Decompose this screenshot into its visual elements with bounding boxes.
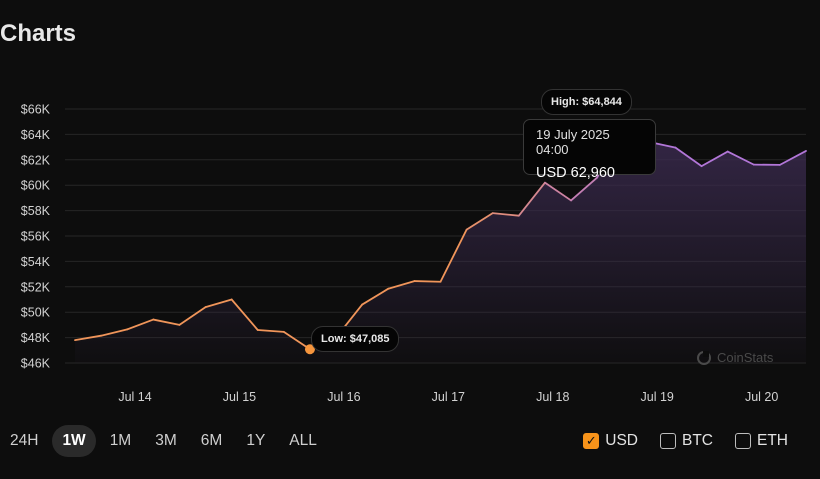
x-axis: Jul 14 Jul 15 Jul 16 Jul 17 Jul 18 Jul 19 Jul … (118, 390, 778, 404)
series-line-segment (74, 334, 103, 342)
series-line-segment (126, 318, 155, 331)
y-tick-label: $58K (21, 204, 51, 218)
y-tick-label: $52K (21, 280, 51, 294)
series-line-segment (230, 298, 259, 331)
x-tick-label: Jul 15 (223, 390, 256, 404)
checkbox-btc[interactable] (660, 433, 676, 449)
y-tick-label: $48K (21, 331, 51, 345)
tooltip-date: 19 July 2025 04:00 (536, 127, 610, 157)
time-range-selector: 24H 1W 1M 3M 6M 1Y ALL (0, 425, 331, 457)
series-line-segment (361, 287, 390, 306)
y-tick-label: $50K (21, 306, 51, 320)
currency-selector: ✓ USD BTC ETH (561, 425, 788, 457)
series-line-segment (100, 328, 129, 337)
checkbox-usd[interactable]: ✓ (583, 433, 600, 449)
y-axis: $46K $48K $50K $52K $54K $56K $58K $60K $62K $64K… (21, 103, 51, 371)
currency-btc-label: BTC (682, 432, 713, 449)
range-3m[interactable]: 3M (155, 432, 177, 449)
y-tick-label: $60K (21, 179, 51, 193)
range-6m[interactable]: 6M (200, 432, 223, 449)
coinstats-watermark: CoinStats (697, 350, 773, 365)
series-line-segment (439, 228, 468, 283)
tooltip-value: USD 62,960 (536, 165, 615, 181)
series-line-segment (387, 280, 416, 290)
series-line-segment (778, 150, 807, 166)
x-tick-label: Jul 16 (327, 390, 360, 404)
series-line-segment (491, 212, 520, 217)
series-line-segment (465, 212, 494, 231)
series-line-segment (178, 306, 207, 326)
series-line-segment (544, 181, 572, 202)
high-price-label: High: $64,844 (541, 89, 632, 115)
watermark-text: CoinStats (717, 350, 774, 365)
series-line-segment (726, 150, 755, 166)
range-1y[interactable]: 1Y (246, 432, 266, 449)
series-line-segment (570, 176, 599, 202)
y-tick-label: $62K (21, 153, 51, 167)
y-tick-label: $46K (21, 357, 51, 371)
x-tick-label: Jul 18 (536, 390, 569, 404)
series-line-segment (674, 146, 703, 168)
currency-eth[interactable]: ETH (735, 425, 788, 457)
currency-eth-label: ETH (757, 432, 788, 449)
x-tick-label: Jul 14 (118, 390, 151, 404)
coinstats-logo-icon (697, 350, 711, 365)
series-line-segment (204, 298, 233, 309)
hover-tooltip: 19 July 2025 04:00 USD 62,960 (523, 119, 656, 181)
low-price-label: Low: $47,085 (311, 326, 400, 352)
y-tick-label: $54K (21, 255, 51, 269)
price-chart[interactable]: $46K $48K $50K $52K $54K $56K $58K $60K $62K $64K… (0, 0, 820, 420)
series-line-segment (700, 150, 729, 168)
y-tick-label: $56K (21, 230, 51, 244)
series-line-segment (256, 329, 285, 333)
checkbox-eth[interactable] (735, 433, 751, 449)
x-tick-label: Jul 20 (745, 390, 778, 404)
series-line-segment (152, 318, 181, 326)
chart-controls: 24H 1W 1M 3M 6M 1Y ALL ✓ USD BTC ETH (0, 425, 820, 459)
currency-btc[interactable]: BTC (660, 425, 713, 457)
series-line-segment (413, 280, 442, 283)
x-tick-label: Jul 17 (432, 390, 465, 404)
series-line-segment (517, 181, 546, 217)
page-title: Charts (0, 20, 77, 47)
series-line-segment (282, 330, 311, 351)
range-1w[interactable]: 1W (52, 425, 96, 457)
area-fill (75, 123, 806, 363)
range-24h[interactable]: 24H (10, 432, 39, 449)
range-1m[interactable]: 1M (109, 432, 132, 449)
range-all[interactable]: ALL (289, 432, 317, 449)
y-tick-label: $64K (21, 128, 51, 142)
currency-usd[interactable]: ✓ USD (583, 425, 638, 457)
y-tick-label: $66K (21, 103, 51, 117)
currency-usd-label: USD (605, 432, 638, 449)
x-tick-label: Jul 19 (641, 390, 674, 404)
